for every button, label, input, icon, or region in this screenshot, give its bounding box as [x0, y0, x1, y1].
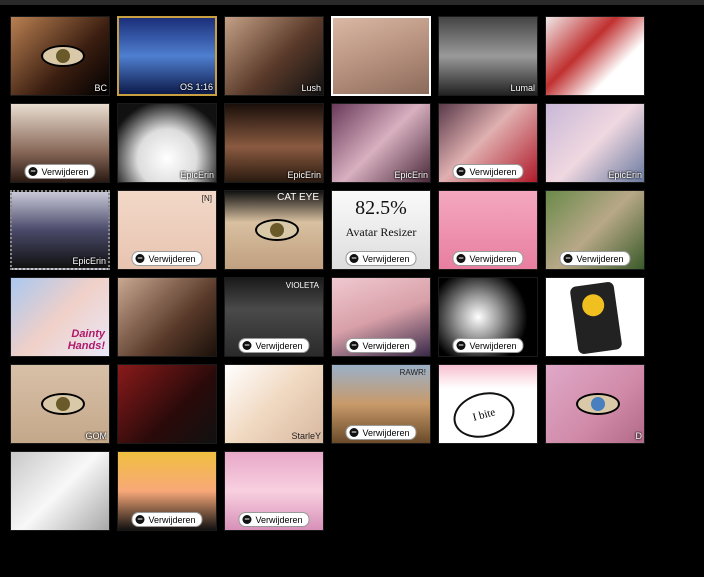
remove-label: Verwijderen: [576, 254, 623, 264]
item-grid: BC OS 1:16 Lush Lumal − Verwijderen EpicErin Ep…: [10, 16, 645, 531]
remove-button[interactable]: − Verwijderen: [559, 251, 630, 266]
tile-caption: Lumal: [441, 83, 535, 93]
product-tile[interactable]: [331, 16, 431, 96]
tile-caption: Lush: [227, 83, 321, 93]
product-tile[interactable]: [10, 451, 110, 531]
remove-label: Verwijderen: [362, 341, 409, 351]
product-tile[interactable]: OS 1:16: [117, 16, 217, 96]
remove-button[interactable]: − Verwijderen: [24, 164, 95, 179]
product-tile[interactable]: BC: [10, 16, 110, 96]
product-tile[interactable]: − Verwijderen: [10, 103, 110, 183]
product-tile[interactable]: EpicErin: [224, 103, 324, 183]
remove-button[interactable]: − Verwijderen: [345, 338, 416, 353]
product-tile[interactable]: Dainty Hands!: [10, 277, 110, 357]
remove-button[interactable]: − Verwijderen: [345, 425, 416, 440]
remove-button[interactable]: − Verwijderen: [452, 338, 523, 353]
minus-icon: −: [28, 167, 37, 176]
remove-label: Verwijderen: [362, 428, 409, 438]
product-tile[interactable]: [117, 364, 217, 444]
minus-icon: −: [349, 254, 358, 263]
tile-caption: EpicErin: [334, 170, 428, 180]
tile-caption: GOM: [13, 431, 107, 441]
tile-caption: D: [548, 431, 642, 441]
product-tile[interactable]: D: [545, 364, 645, 444]
product-tile[interactable]: RAWR! − Verwijderen: [331, 364, 431, 444]
remove-label: Verwijderen: [41, 167, 88, 177]
product-tile[interactable]: EpicErin: [331, 103, 431, 183]
product-tile[interactable]: − Verwijderen: [438, 103, 538, 183]
minus-icon: −: [135, 254, 144, 263]
remove-label: Verwijderen: [469, 254, 516, 264]
minus-icon: −: [242, 341, 251, 350]
tile-tag: [N]: [202, 194, 212, 203]
remove-button[interactable]: − Verwijderen: [238, 338, 309, 353]
product-tile[interactable]: CAT EYE: [224, 190, 324, 270]
tile-caption: EpicErin: [548, 170, 642, 180]
remove-label: Verwijderen: [255, 515, 302, 525]
remove-button[interactable]: − Verwijderen: [238, 512, 309, 527]
remove-label: Verwijderen: [469, 341, 516, 351]
remove-button[interactable]: − Verwijderen: [131, 251, 202, 266]
tile-caption: Dainty Hands!: [45, 328, 105, 352]
speech-bubble: I bite: [448, 386, 519, 444]
tile-tag: RAWR!: [400, 368, 426, 377]
minus-icon: −: [349, 341, 358, 350]
product-tile[interactable]: VIOLETA − Verwijderen: [224, 277, 324, 357]
product-tile[interactable]: [545, 277, 645, 357]
product-tile[interactable]: − Verwijderen: [117, 451, 217, 531]
product-tile[interactable]: StarleY: [224, 364, 324, 444]
product-tile[interactable]: Lush: [224, 16, 324, 96]
tile-caption: EpicErin: [14, 256, 106, 266]
tile-caption: EpicErin: [227, 170, 321, 180]
resizer-title: Avatar Resizer: [332, 225, 430, 240]
product-tile[interactable]: [545, 16, 645, 96]
remove-button[interactable]: − Verwijderen: [131, 512, 202, 527]
eye-graphic: [41, 45, 85, 67]
product-tile[interactable]: EpicErin: [10, 190, 110, 270]
product-tile[interactable]: − Verwijderen: [331, 277, 431, 357]
remove-label: Verwijderen: [255, 341, 302, 351]
product-tile[interactable]: − Verwijderen: [438, 190, 538, 270]
minus-icon: −: [563, 254, 572, 263]
minus-icon: −: [456, 341, 465, 350]
minus-icon: −: [456, 167, 465, 176]
tile-top-label: CAT EYE: [225, 192, 323, 203]
product-tile[interactable]: [N] − Verwijderen: [117, 190, 217, 270]
remove-label: Verwijderen: [148, 254, 195, 264]
remove-label: Verwijderen: [148, 515, 195, 525]
minus-icon: −: [242, 515, 251, 524]
tile-caption: BC: [13, 83, 107, 93]
product-tile[interactable]: I bite: [438, 364, 538, 444]
eye-graphic: [576, 393, 620, 415]
product-tile[interactable]: − Verwijderen: [224, 451, 324, 531]
tile-tag: VIOLETA: [286, 281, 319, 290]
product-tile[interactable]: [117, 277, 217, 357]
top-bar: [0, 0, 704, 5]
resizer-percent: 82.5%: [332, 197, 430, 220]
minus-icon: −: [456, 254, 465, 263]
product-tile[interactable]: EpicErin: [117, 103, 217, 183]
remove-button[interactable]: − Verwijderen: [345, 251, 416, 266]
remove-label: Verwijderen: [362, 254, 409, 264]
eye-graphic: [41, 393, 85, 415]
product-tile[interactable]: EpicErin: [545, 103, 645, 183]
minus-icon: −: [349, 428, 358, 437]
product-tile[interactable]: − Verwijderen: [438, 277, 538, 357]
remove-label: Verwijderen: [469, 167, 516, 177]
remove-button[interactable]: − Verwijderen: [452, 164, 523, 179]
product-tile[interactable]: 82.5% Avatar Resizer − Verwijderen: [331, 190, 431, 270]
minus-icon: −: [135, 515, 144, 524]
product-tile[interactable]: − Verwijderen: [545, 190, 645, 270]
product-tile[interactable]: Lumal: [438, 16, 538, 96]
tile-caption: EpicErin: [120, 170, 214, 180]
remove-button[interactable]: − Verwijderen: [452, 251, 523, 266]
phone-icon: [569, 281, 622, 354]
product-tile[interactable]: GOM: [10, 364, 110, 444]
eye-graphic: [255, 219, 299, 241]
tile-caption: StarleY: [227, 431, 321, 441]
tile-caption: OS 1:16: [121, 82, 213, 92]
